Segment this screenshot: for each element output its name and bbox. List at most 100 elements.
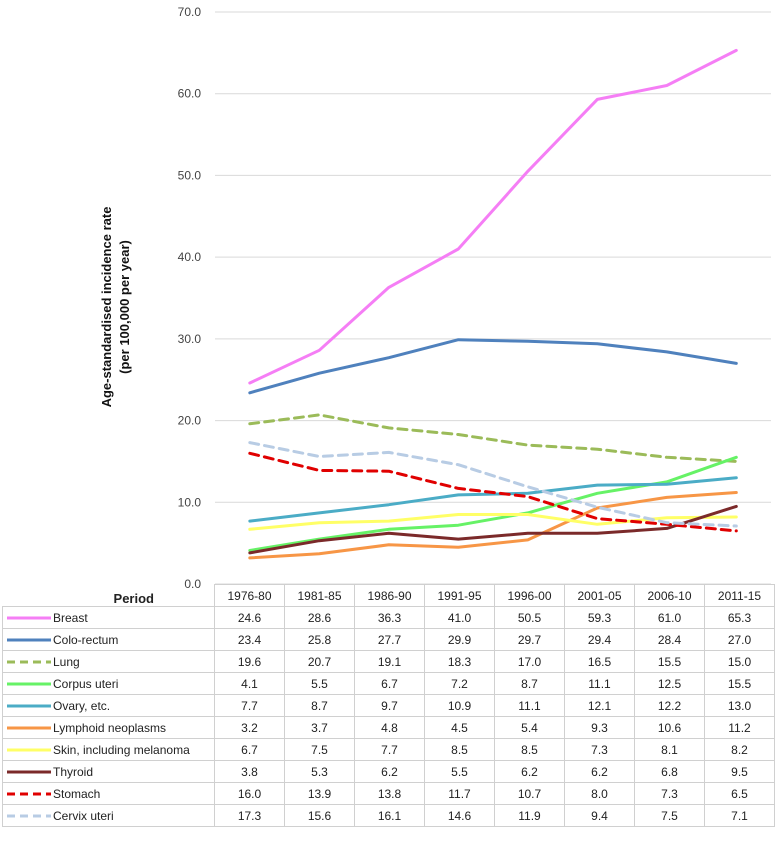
period-label: Period (113, 591, 154, 606)
data-label: 18.3 (424, 650, 495, 673)
data-label: 10.9 (424, 694, 495, 717)
series-lines (248, 48, 738, 560)
data-label: 29.4 (564, 628, 635, 651)
series-line-lymphoid-neoplasms (248, 491, 738, 560)
data-label: 14.6 (424, 804, 495, 827)
data-label: 4.5 (424, 716, 495, 739)
legend-key (7, 748, 51, 752)
data-label: 15.0 (704, 650, 775, 673)
y-tick-label: 70.0 (178, 5, 202, 19)
legend-key (7, 704, 51, 708)
data-label: 11.9 (494, 804, 565, 827)
data-label: 19.1 (354, 650, 425, 673)
series-name: Stomach (53, 786, 101, 801)
series-name: Colo-rectum (53, 632, 119, 647)
period-header: 2006-10 (634, 584, 705, 607)
data-label: 15.5 (704, 672, 775, 695)
data-label: 3.8 (214, 760, 285, 783)
data-label: 12.2 (634, 694, 705, 717)
data-label: 8.2 (704, 738, 775, 761)
series-name: Cervix uteri (53, 808, 114, 823)
data-label: 6.2 (494, 760, 565, 783)
y-axis-title-line2: (per 100,000 per year) (117, 240, 132, 374)
series-name: Ovary, etc. (53, 698, 111, 713)
data-label: 8.5 (494, 738, 565, 761)
series-name: Lung (53, 654, 80, 669)
data-label: 19.6 (214, 650, 285, 673)
series-legend-cell: Lymphoid neoplasms (2, 716, 215, 739)
period-header: 2001-05 (564, 584, 635, 607)
data-label: 10.7 (494, 782, 565, 805)
y-tick-label: 40.0 (178, 250, 202, 264)
data-label: 61.0 (634, 606, 705, 629)
data-label: 5.3 (284, 760, 355, 783)
data-label: 29.9 (424, 628, 495, 651)
series-line-thyroid (248, 504, 738, 555)
series-legend-cell: Cervix uteri (2, 804, 215, 827)
period-header: 1996-00 (494, 584, 565, 607)
data-label: 9.3 (564, 716, 635, 739)
data-label: 6.2 (354, 760, 425, 783)
series-name: Breast (53, 610, 88, 625)
y-tick-label: 60.0 (178, 87, 202, 101)
table-row: Thyroid 3.8 5.3 6.2 5.5 6.2 6.2 6.8 9.5 (2, 760, 775, 783)
table-row: Skin, including melanoma 6.7 7.5 7.7 8.5 8.5 7… (2, 738, 775, 761)
data-label: 7.3 (634, 782, 705, 805)
legend-key (7, 726, 51, 730)
legend-key (7, 682, 51, 686)
series-legend-cell: Skin, including melanoma (2, 738, 215, 761)
data-label: 8.7 (284, 694, 355, 717)
y-axis-title-line1: Age-standardised incidence rate (99, 207, 114, 408)
gridlines (215, 11, 771, 585)
legend-key (7, 638, 51, 642)
data-label: 28.6 (284, 606, 355, 629)
data-label: 7.7 (354, 738, 425, 761)
table-row: Corpus uteri 4.1 5.5 6.7 7.2 8.7 11.1 12.5 15.5 (2, 672, 775, 695)
series-line-colo-rectum (248, 338, 738, 395)
series-line-stomach (248, 451, 738, 533)
data-label: 17.3 (214, 804, 285, 827)
table-row: Cervix uteri 17.3 15.6 16.1 14.6 11.9 9.4 7.5 7.… (2, 804, 775, 827)
data-label: 41.0 (424, 606, 495, 629)
data-label: 8.7 (494, 672, 565, 695)
series-legend-cell: Colo-rectum (2, 628, 215, 651)
table-row: Stomach 16.0 13.9 13.8 11.7 10.7 8.0 7.3 6.5 (2, 782, 775, 805)
series-name: Skin, including melanoma (53, 742, 190, 757)
data-label: 20.7 (284, 650, 355, 673)
table-row: Breast 24.6 28.6 36.3 41.0 50.5 59.3 61.0 65.3 (2, 606, 775, 629)
series-line-skin-including-melanoma (248, 513, 738, 531)
data-label: 59.3 (564, 606, 635, 629)
data-label: 8.0 (564, 782, 635, 805)
data-label: 5.5 (284, 672, 355, 695)
data-label: 16.0 (214, 782, 285, 805)
data-label: 9.5 (704, 760, 775, 783)
table-row: Colo-rectum 23.4 25.8 27.7 29.9 29.7 29.4 28.4 2… (2, 628, 775, 651)
data-label: 6.7 (214, 738, 285, 761)
data-label: 5.5 (424, 760, 495, 783)
data-label: 9.4 (564, 804, 635, 827)
data-label: 10.6 (634, 716, 705, 739)
series-legend-cell: Breast (2, 606, 215, 629)
data-label: 6.7 (354, 672, 425, 695)
data-label: 11.1 (494, 694, 565, 717)
data-label: 36.3 (354, 606, 425, 629)
data-label: 23.4 (214, 628, 285, 651)
data-label: 6.5 (704, 782, 775, 805)
table-row: Lymphoid neoplasms 3.2 3.7 4.8 4.5 5.4 9.3 10.6… (2, 716, 775, 739)
period-header: 2011-15 (704, 584, 775, 607)
legend-key (7, 770, 51, 774)
table-row: Ovary, etc. 7.7 8.7 9.7 10.9 11.1 12.1 12.2 13.0 (2, 694, 775, 717)
y-tick-label: 20.0 (178, 414, 202, 428)
legend-key (7, 792, 51, 796)
data-label: 11.1 (564, 672, 635, 695)
data-label: 7.1 (704, 804, 775, 827)
data-label: 27.7 (354, 628, 425, 651)
series-name: Corpus uteri (53, 676, 119, 691)
series-legend-cell: Lung (2, 650, 215, 673)
data-label: 11.2 (704, 716, 775, 739)
series-legend-cell: Stomach (2, 782, 215, 805)
y-axis-ticks: 0.0 10.0 20.0 30.0 40.0 50.0 60.0 70.0 (178, 5, 202, 591)
data-label: 5.4 (494, 716, 565, 739)
period-header: 1976-80 (214, 584, 285, 607)
table-row: Lung 19.6 20.7 19.1 18.3 17.0 16.5 15.5 15.0 (2, 650, 775, 673)
